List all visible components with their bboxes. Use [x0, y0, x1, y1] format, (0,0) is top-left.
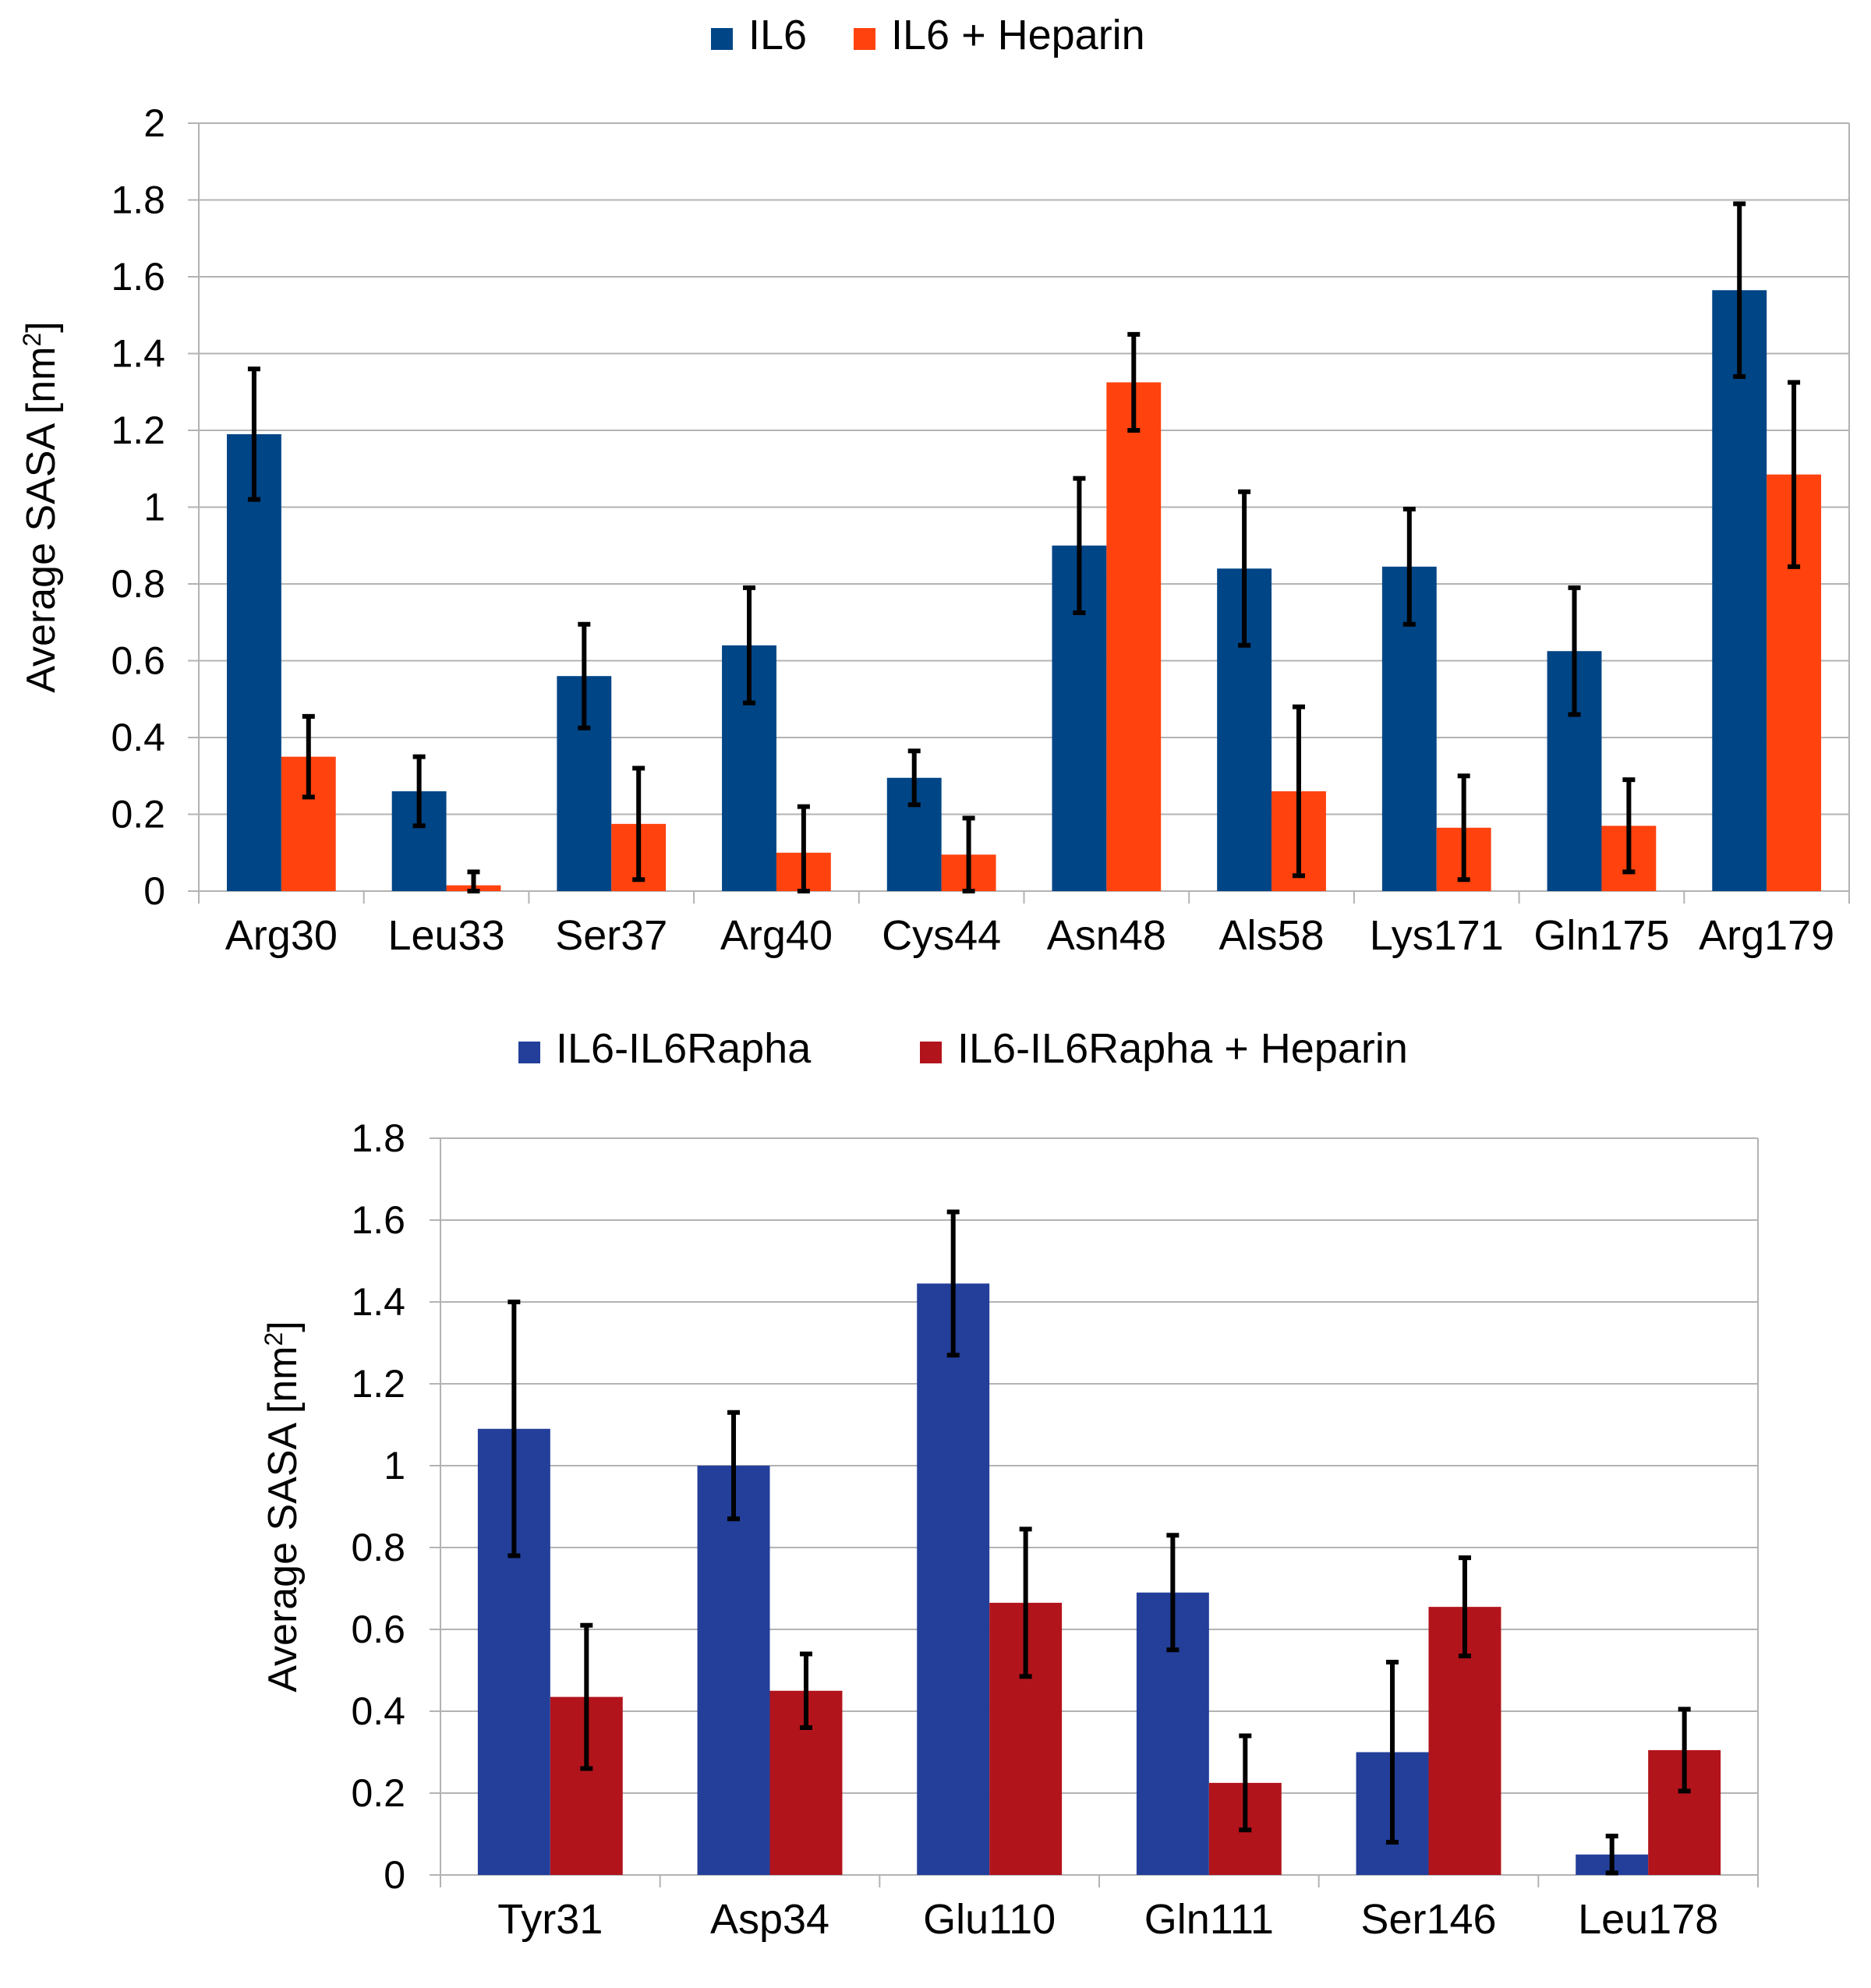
y-tick-label: 1 — [384, 1444, 405, 1487]
category-label: Arg179 — [1699, 912, 1834, 959]
error-bar — [1127, 331, 1141, 433]
y-tick-label: 1.2 — [111, 409, 165, 452]
category-label: Leu33 — [387, 912, 504, 959]
error-bar — [797, 804, 810, 893]
category-label: Arg30 — [225, 912, 338, 959]
bar — [917, 1283, 990, 1875]
legend-label: IL6-IL6Rapha + Heparin — [957, 1025, 1408, 1072]
error-bar — [946, 1209, 960, 1358]
y-tick-label: 1.6 — [351, 1198, 405, 1242]
bar — [697, 1466, 770, 1875]
error-bar — [1292, 704, 1305, 879]
category-label: Gln175 — [1533, 912, 1669, 959]
error-bar — [580, 1622, 593, 1771]
legend-label: IL6 + Heparin — [891, 12, 1145, 58]
legend-swatch — [518, 1042, 540, 1063]
error-bar — [1605, 1834, 1618, 1876]
error-bar — [1733, 201, 1746, 380]
y-tick-label: 0.2 — [351, 1771, 405, 1815]
error-bar — [247, 366, 260, 502]
y-tick-label: 0.4 — [351, 1689, 405, 1733]
y-tick-label: 1 — [143, 486, 165, 529]
error-bar — [1073, 476, 1086, 615]
error-bar — [632, 766, 645, 883]
chart-1: 0 0.2 0.4 0.6 0.8 1 1.2 1.4 1.6 1.8 2 Arg30 Leu33 Ser… — [18, 12, 1850, 959]
error-bar — [907, 748, 921, 808]
legend-label: IL6-IL6Rapha — [556, 1025, 812, 1072]
error-bar — [1386, 1660, 1399, 1845]
category-label: Asn48 — [1047, 912, 1166, 959]
category-label: Ser37 — [555, 912, 667, 959]
error-bar — [1458, 1555, 1471, 1659]
category-label: Asp34 — [710, 1896, 829, 1943]
y-axis-label: Average SASA [nm2] — [18, 321, 64, 692]
bar — [226, 433, 281, 891]
error-bar — [1238, 489, 1251, 648]
y-tick-label: 1.2 — [351, 1362, 405, 1406]
error-bar — [1019, 1526, 1032, 1679]
y-tick-label: 0.6 — [351, 1608, 405, 1651]
error-bar — [743, 585, 756, 706]
y-tick-label: 0.8 — [111, 562, 165, 606]
error-bar — [1678, 1707, 1691, 1794]
legend-label: IL6 — [748, 12, 807, 58]
y-tick-label: 1.4 — [111, 332, 165, 376]
error-bar — [1402, 506, 1416, 627]
y-tick-label: 1.4 — [351, 1280, 405, 1324]
y-tick-label: 1.8 — [111, 179, 165, 222]
y-tick-label: 2 — [143, 101, 165, 145]
legend-swatch — [854, 28, 875, 50]
y-tick-label: 0.4 — [111, 716, 165, 759]
category-label: Als58 — [1219, 912, 1325, 959]
error-bar — [302, 713, 315, 800]
y-tick-label: 0 — [384, 1853, 405, 1897]
y-tick-label: 1.8 — [351, 1116, 405, 1160]
chart-2: 0 0.2 0.4 0.6 0.8 1 1.2 1.4 1.6 1.8 Tyr31 Asp34 Glu1… — [260, 1025, 1759, 1943]
category-label: Cys44 — [882, 912, 1001, 959]
error-bar — [1457, 773, 1470, 883]
y-tick-label: 0.2 — [111, 793, 165, 837]
y-tick-label: 0 — [143, 869, 165, 913]
error-bar — [1166, 1533, 1180, 1653]
category-label: Arg40 — [720, 912, 833, 959]
bar — [1106, 382, 1162, 891]
error-bar — [412, 754, 426, 829]
error-bar — [578, 621, 591, 730]
category-label: Gln111 — [1144, 1896, 1274, 1943]
legend-swatch — [711, 28, 733, 50]
error-bar — [1239, 1733, 1252, 1833]
error-bar — [467, 869, 480, 893]
y-tick-label: 0.6 — [111, 639, 165, 683]
category-label: Lys171 — [1370, 912, 1504, 959]
y-tick-label: 0.8 — [351, 1526, 405, 1569]
error-bar — [1622, 777, 1636, 875]
error-bar — [799, 1651, 812, 1730]
category-label: Ser146 — [1360, 1896, 1496, 1943]
error-bar — [1568, 585, 1581, 717]
y-axis-label: Average SASA [nm2] — [260, 1321, 306, 1692]
category-label: Leu178 — [1578, 1896, 1718, 1943]
error-bar — [962, 815, 975, 893]
error-bar — [1788, 380, 1801, 569]
category-label: Glu110 — [923, 1896, 1056, 1943]
category-label: Tyr31 — [497, 1896, 603, 1943]
error-bar — [727, 1410, 741, 1522]
y-tick-label: 1.6 — [111, 255, 165, 299]
bar — [1712, 290, 1767, 891]
legend-swatch — [920, 1042, 942, 1063]
error-bar — [508, 1300, 521, 1558]
